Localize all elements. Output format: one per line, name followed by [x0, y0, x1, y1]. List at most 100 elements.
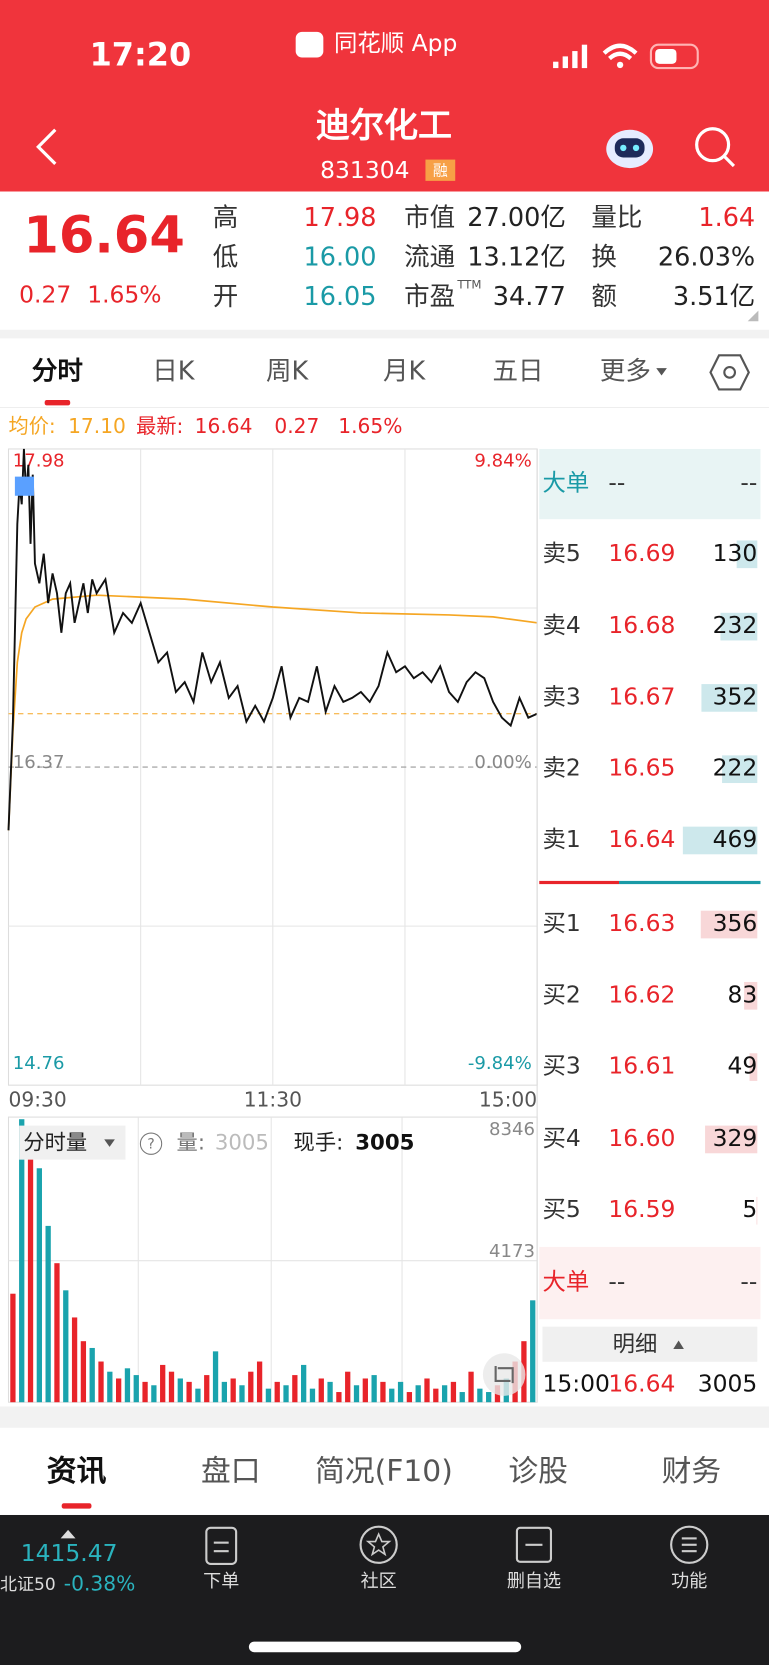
volume-bar	[424, 1378, 430, 1403]
volume-bar	[486, 1392, 492, 1403]
help-icon[interactable]	[139, 1132, 163, 1155]
dropdown-arrow	[104, 1139, 115, 1147]
volume-bar	[27, 1137, 34, 1403]
tab[interactable]: 周K	[266, 356, 310, 386]
level-price: 16.61	[608, 1052, 675, 1080]
change: 0.27	[19, 280, 71, 308]
dropdown-arrow	[656, 368, 667, 376]
field-value: 16.00	[303, 243, 376, 273]
volume-bar	[19, 1119, 25, 1403]
level-price: 16.65	[608, 754, 675, 782]
tab-indicator	[61, 1503, 92, 1509]
separator	[0, 329, 769, 339]
level-label: 卖4	[542, 611, 580, 639]
detail-price: 16.64	[608, 1370, 675, 1398]
field-label: 市值	[404, 203, 455, 233]
level-vol: 222	[713, 754, 758, 782]
signal-marker	[14, 476, 35, 496]
volume-bar	[256, 1361, 263, 1403]
settings-button[interactable]	[709, 354, 750, 391]
bottom-tab[interactable]: 盘口	[201, 1454, 261, 1489]
volume-bar	[397, 1381, 404, 1403]
nav-label[interactable]: 下单	[203, 1571, 239, 1592]
volume-bar	[71, 1317, 78, 1403]
volume-bar	[292, 1375, 298, 1403]
volume-bar	[336, 1392, 342, 1403]
field-label: 换	[591, 243, 617, 273]
level-label: 买5	[542, 1195, 580, 1223]
qty-label: 量:	[177, 1131, 205, 1156]
back-button[interactable]	[36, 128, 57, 165]
field-value: 1.64	[698, 203, 755, 233]
nav-label[interactable]: 社区	[361, 1571, 397, 1592]
level-price: 16.64	[608, 825, 675, 853]
index-name: 北证50	[0, 1575, 56, 1595]
nav-icon[interactable]	[515, 1526, 553, 1563]
level-price: 16.60	[608, 1124, 675, 1152]
volume-bar	[744, 981, 758, 1010]
level-vol: 469	[713, 825, 758, 853]
field-sup: TTM	[456, 278, 481, 292]
nav-icon[interactable]	[205, 1526, 238, 1565]
nav-label[interactable]: 删自选	[507, 1571, 561, 1592]
level-price: 16.67	[608, 682, 675, 710]
volume-bar	[239, 1385, 245, 1403]
volume-bar	[54, 1263, 60, 1403]
level-vol: 352	[713, 682, 758, 710]
nav-bg	[0, 1514, 769, 1665]
volume-bar	[212, 1351, 219, 1403]
level-label: 买1	[542, 909, 580, 937]
battery-icon	[655, 48, 677, 64]
x-tick-label: 11:30	[244, 1088, 302, 1112]
bottom-tab[interactable]: 财务	[662, 1454, 722, 1489]
wifi-icon	[602, 43, 638, 61]
volume-bar	[756, 1196, 758, 1225]
nav-icon[interactable]	[359, 1525, 398, 1564]
tab[interactable]: 分时	[32, 356, 83, 386]
bottom-tab[interactable]: 简况(F10)	[315, 1454, 453, 1489]
volume-bar	[705, 1125, 758, 1154]
badge: 融	[433, 161, 448, 179]
qty-value: 3005	[215, 1131, 269, 1156]
volume-bar	[124, 1368, 131, 1403]
level-label: 卖2	[542, 754, 580, 782]
bottom-tab[interactable]: 资讯	[47, 1454, 107, 1489]
detail-header[interactable]	[542, 1326, 758, 1362]
y2-tick-label: 0.00%	[474, 752, 531, 773]
nav-icon[interactable]	[670, 1525, 709, 1564]
volume-bar	[682, 826, 758, 855]
y-tick-label: 8346	[489, 1119, 535, 1140]
y-tick-label: 14.76	[13, 1053, 65, 1074]
big-order-vol: --	[740, 469, 757, 497]
level-price: 16.68	[608, 611, 675, 639]
volume-bar	[736, 540, 758, 569]
search-button[interactable]	[695, 127, 736, 168]
field-label: 额	[591, 282, 617, 312]
tab[interactable]: 五日	[492, 356, 543, 386]
hand-value: 3005	[355, 1131, 414, 1156]
volume-bar	[151, 1385, 157, 1403]
volume-bar	[107, 1371, 113, 1403]
bottom-tab[interactable]: 诊股	[508, 1454, 568, 1489]
volume-bar	[389, 1388, 395, 1403]
nav-label[interactable]: 功能	[671, 1571, 707, 1592]
tab[interactable]: 月K	[383, 356, 427, 386]
field-value: 3.51亿	[673, 282, 755, 312]
robot-button[interactable]	[606, 129, 654, 169]
divider	[619, 880, 761, 885]
volume-bar	[441, 1385, 448, 1403]
volume-bar	[371, 1375, 377, 1403]
price-line	[7, 448, 538, 831]
y-tick-label: 4173	[489, 1241, 535, 1262]
volume-bar	[415, 1385, 421, 1403]
tab[interactable]: 日K	[152, 356, 196, 386]
field-label: 低	[213, 243, 239, 273]
battery-icon	[649, 43, 699, 70]
volume-bar	[142, 1381, 148, 1403]
signal-icon	[553, 44, 588, 69]
fullscreen-button[interactable]	[482, 1353, 526, 1396]
app-name: 同花顺 App	[334, 29, 457, 57]
tab[interactable]: 更多	[600, 356, 651, 386]
level-label: 卖5	[542, 539, 580, 567]
